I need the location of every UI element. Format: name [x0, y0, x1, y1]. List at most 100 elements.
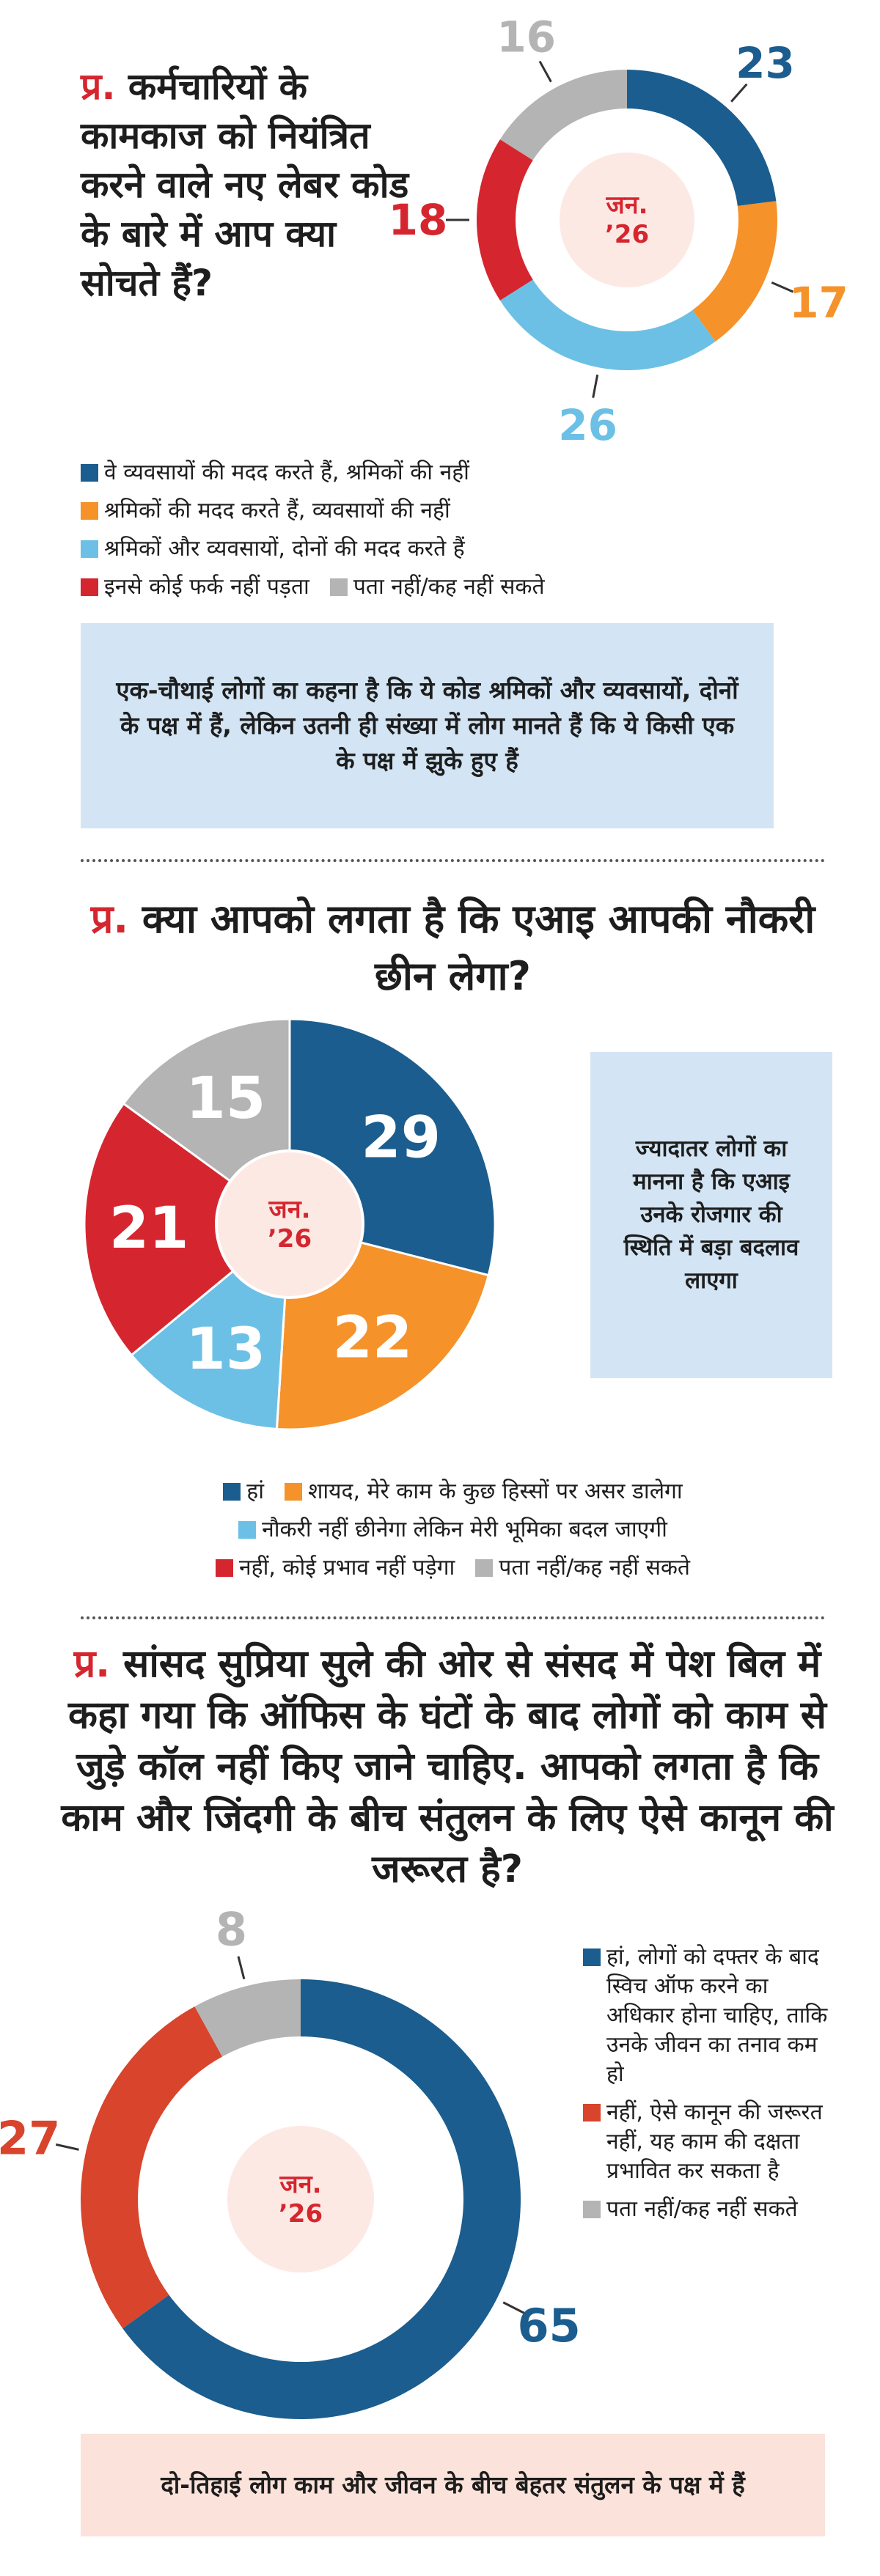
legend-item: पता नहीं/कह नहीं सकते [475, 1553, 690, 1583]
question: प्र. क्या आपको लगता है कि एआइ आपकी नौकरी… [81, 891, 825, 1005]
legend-row: इनसे कोई फर्क नहीं पड़ता पता नहीं/कह नहीं… [81, 573, 814, 602]
legend-item: नौकरी नहीं छीनेगा लेकिन मेरी भूमिका बदल … [238, 1515, 667, 1545]
value-label: 8 [216, 1902, 247, 1956]
leader-line [538, 60, 552, 83]
legend-text: पता नहीं/कह नहीं सकते [353, 574, 545, 600]
legend-swatch [583, 2201, 601, 2218]
legend-text: नौकरी नहीं छीनेगा लेकिन मेरी भूमिका बदल … [262, 1517, 667, 1542]
legend-swatch [284, 1483, 302, 1501]
legend-swatch [81, 502, 98, 520]
leader-line [55, 2143, 79, 2151]
legend-text: इनसे कोई फर्क नहीं पड़ता [104, 574, 309, 600]
legend-swatch [475, 1559, 494, 1577]
value-label: 13 [186, 1317, 266, 1383]
legend-row: श्रमिकों की मदद करते हैं, व्यवसायों की न… [81, 496, 814, 526]
legend-row: पता नहीं/कह नहीं सकते [583, 2195, 840, 2224]
value-label: 29 [361, 1105, 441, 1171]
center-label: ’26 [279, 2199, 323, 2229]
question-prefix: प्र. [90, 896, 129, 942]
segment [83, 1102, 292, 1357]
note-box: दो-तिहाई लोग काम और जीवन के बीच बेहतर सं… [81, 2434, 825, 2536]
legend: वे व्यवसायों की मदद करते हैं, श्रमिकों क… [81, 458, 814, 611]
legend-row: हां शायद, मेरे काम के कुछ हिस्सों पर असर … [81, 1477, 825, 1506]
legend-item: हां, लोगों को दफ्तर के बाद स्विच ऑफ करने… [583, 1943, 840, 2089]
center-hub [227, 2126, 374, 2273]
note-box: एक-चौथाई लोगों का कहना है कि ये कोड श्रम… [81, 623, 774, 828]
center-label: जन. [279, 2170, 321, 2199]
legend-swatch [81, 540, 98, 558]
value-label: 23 [736, 38, 795, 88]
value-label: 17 [789, 278, 848, 328]
leader-line [502, 2301, 525, 2314]
segment [122, 1979, 521, 2419]
question-text: सांसद सुप्रिया सुले की ओर से संसद में पे… [61, 1642, 834, 1891]
legend-swatch [329, 578, 348, 596]
legend: हां शायद, मेरे काम के कुछ हिस्सों पर असर … [81, 1477, 825, 1591]
legend-text: श्रमिकों और व्यवसायों, दोनों की मदद करते… [104, 536, 465, 562]
legend-row: नौकरी नहीं छीनेगा लेकिन मेरी भूमिका बदल … [81, 1515, 825, 1545]
value-label: 26 [558, 400, 617, 450]
center-label: जन. [268, 1195, 310, 1224]
leader-line [771, 281, 794, 293]
legend-text: पता नहीं/कह नहीं सकते [606, 2196, 798, 2222]
center-label: ’26 [268, 1224, 312, 1254]
center-label: ’26 [605, 220, 649, 249]
legend-text: शायद, मेरे काम के कुछ हिस्सों पर असर डाल… [307, 1479, 683, 1504]
leader-line [592, 374, 599, 398]
legend-item: हां [223, 1477, 264, 1506]
legend-swatch [216, 1559, 233, 1577]
legend-row: श्रमिकों और व्यवसायों, दोनों की मदद करते… [81, 534, 814, 564]
legend-item: वे व्यवसायों की मदद करते हैं, श्रमिकों क… [81, 458, 469, 487]
legend-swatch [583, 2104, 601, 2121]
legend-text: वे व्यवसायों की मदद करते हैं, श्रमिकों क… [104, 460, 469, 485]
question: प्र. कर्मचारियों के कामकाज को नियंत्रित … [81, 62, 425, 308]
legend-item: नहीं, कोई प्रभाव नहीं पड़ेगा [216, 1553, 455, 1583]
value-label: 21 [109, 1196, 189, 1262]
legend-item: पता नहीं/कह नहीं सकते [583, 2195, 798, 2224]
segment [194, 1979, 301, 2057]
segment [692, 201, 777, 342]
center-hub [560, 152, 694, 287]
legend-text: हां, लोगों को दफ्तर के बाद स्विच ऑफ करने… [606, 1944, 828, 2087]
legend-item: शायद, मेरे काम के कुछ हिस्सों पर असर डाल… [284, 1477, 683, 1506]
segment [476, 139, 533, 301]
segment [499, 70, 627, 161]
divider [81, 1616, 825, 1619]
legend-item: नहीं, ऐसे कानून की जरूरत नहीं, यह काम की… [583, 2098, 840, 2186]
divider [81, 859, 825, 862]
legend-row: वे व्यवसायों की मदद करते हैं, श्रमिकों क… [81, 458, 814, 487]
question-prefix: प्र. [73, 1642, 111, 1686]
value-label: 18 [389, 195, 448, 245]
value-label: 22 [333, 1305, 413, 1371]
legend-swatch [81, 578, 98, 596]
leader-line [730, 83, 748, 103]
segment [627, 70, 777, 206]
value-label: 65 [517, 2299, 580, 2352]
center-label: जन. [605, 191, 648, 220]
legend-swatch [81, 464, 98, 482]
question-text: क्या आपको लगता है कि एआइ आपकी नौकरी छीन … [142, 896, 815, 999]
segment [80, 2006, 223, 2329]
legend-text: पता नहीं/कह नहीं सकते [499, 1555, 690, 1580]
value-label: 15 [186, 1066, 266, 1132]
legend-swatch [223, 1483, 241, 1501]
question: प्र. सांसद सुप्रिया सुले की ओर से संसद म… [59, 1638, 836, 1895]
legend-row: नहीं, ऐसे कानून की जरूरत नहीं, यह काम की… [583, 2098, 840, 2186]
legend-text: नहीं, ऐसे कानून की जरूरत नहीं, यह काम की… [606, 2100, 823, 2184]
legend-text: श्रमिकों की मदद करते हैं, व्यवसायों की न… [104, 498, 450, 523]
legend-item: इनसे कोई फर्क नहीं पड़ता [81, 573, 309, 602]
note-box: ज्यादातर लोगों का मानना है कि एआइ उनके र… [590, 1052, 832, 1378]
question-prefix: प्र. [81, 65, 116, 108]
legend-item: श्रमिकों और व्यवसायों, दोनों की मदद करते… [81, 534, 465, 564]
value-label: 16 [496, 12, 556, 62]
legend: हां, लोगों को दफ्तर के बाद स्विच ऑफ करने… [583, 1943, 840, 2233]
question-text: कर्मचारियों के कामकाज को नियंत्रित करने … [81, 65, 409, 304]
center-hub [215, 1149, 364, 1299]
legend-item: श्रमिकों की मदद करते हैं, व्यवसायों की न… [81, 496, 450, 526]
value-label: 27 [0, 2112, 60, 2165]
legend-swatch [238, 1521, 257, 1539]
legend-row: नहीं, कोई प्रभाव नहीं पड़ेगा पता नहीं/कह … [81, 1553, 825, 1583]
leader-line [237, 1956, 246, 1980]
